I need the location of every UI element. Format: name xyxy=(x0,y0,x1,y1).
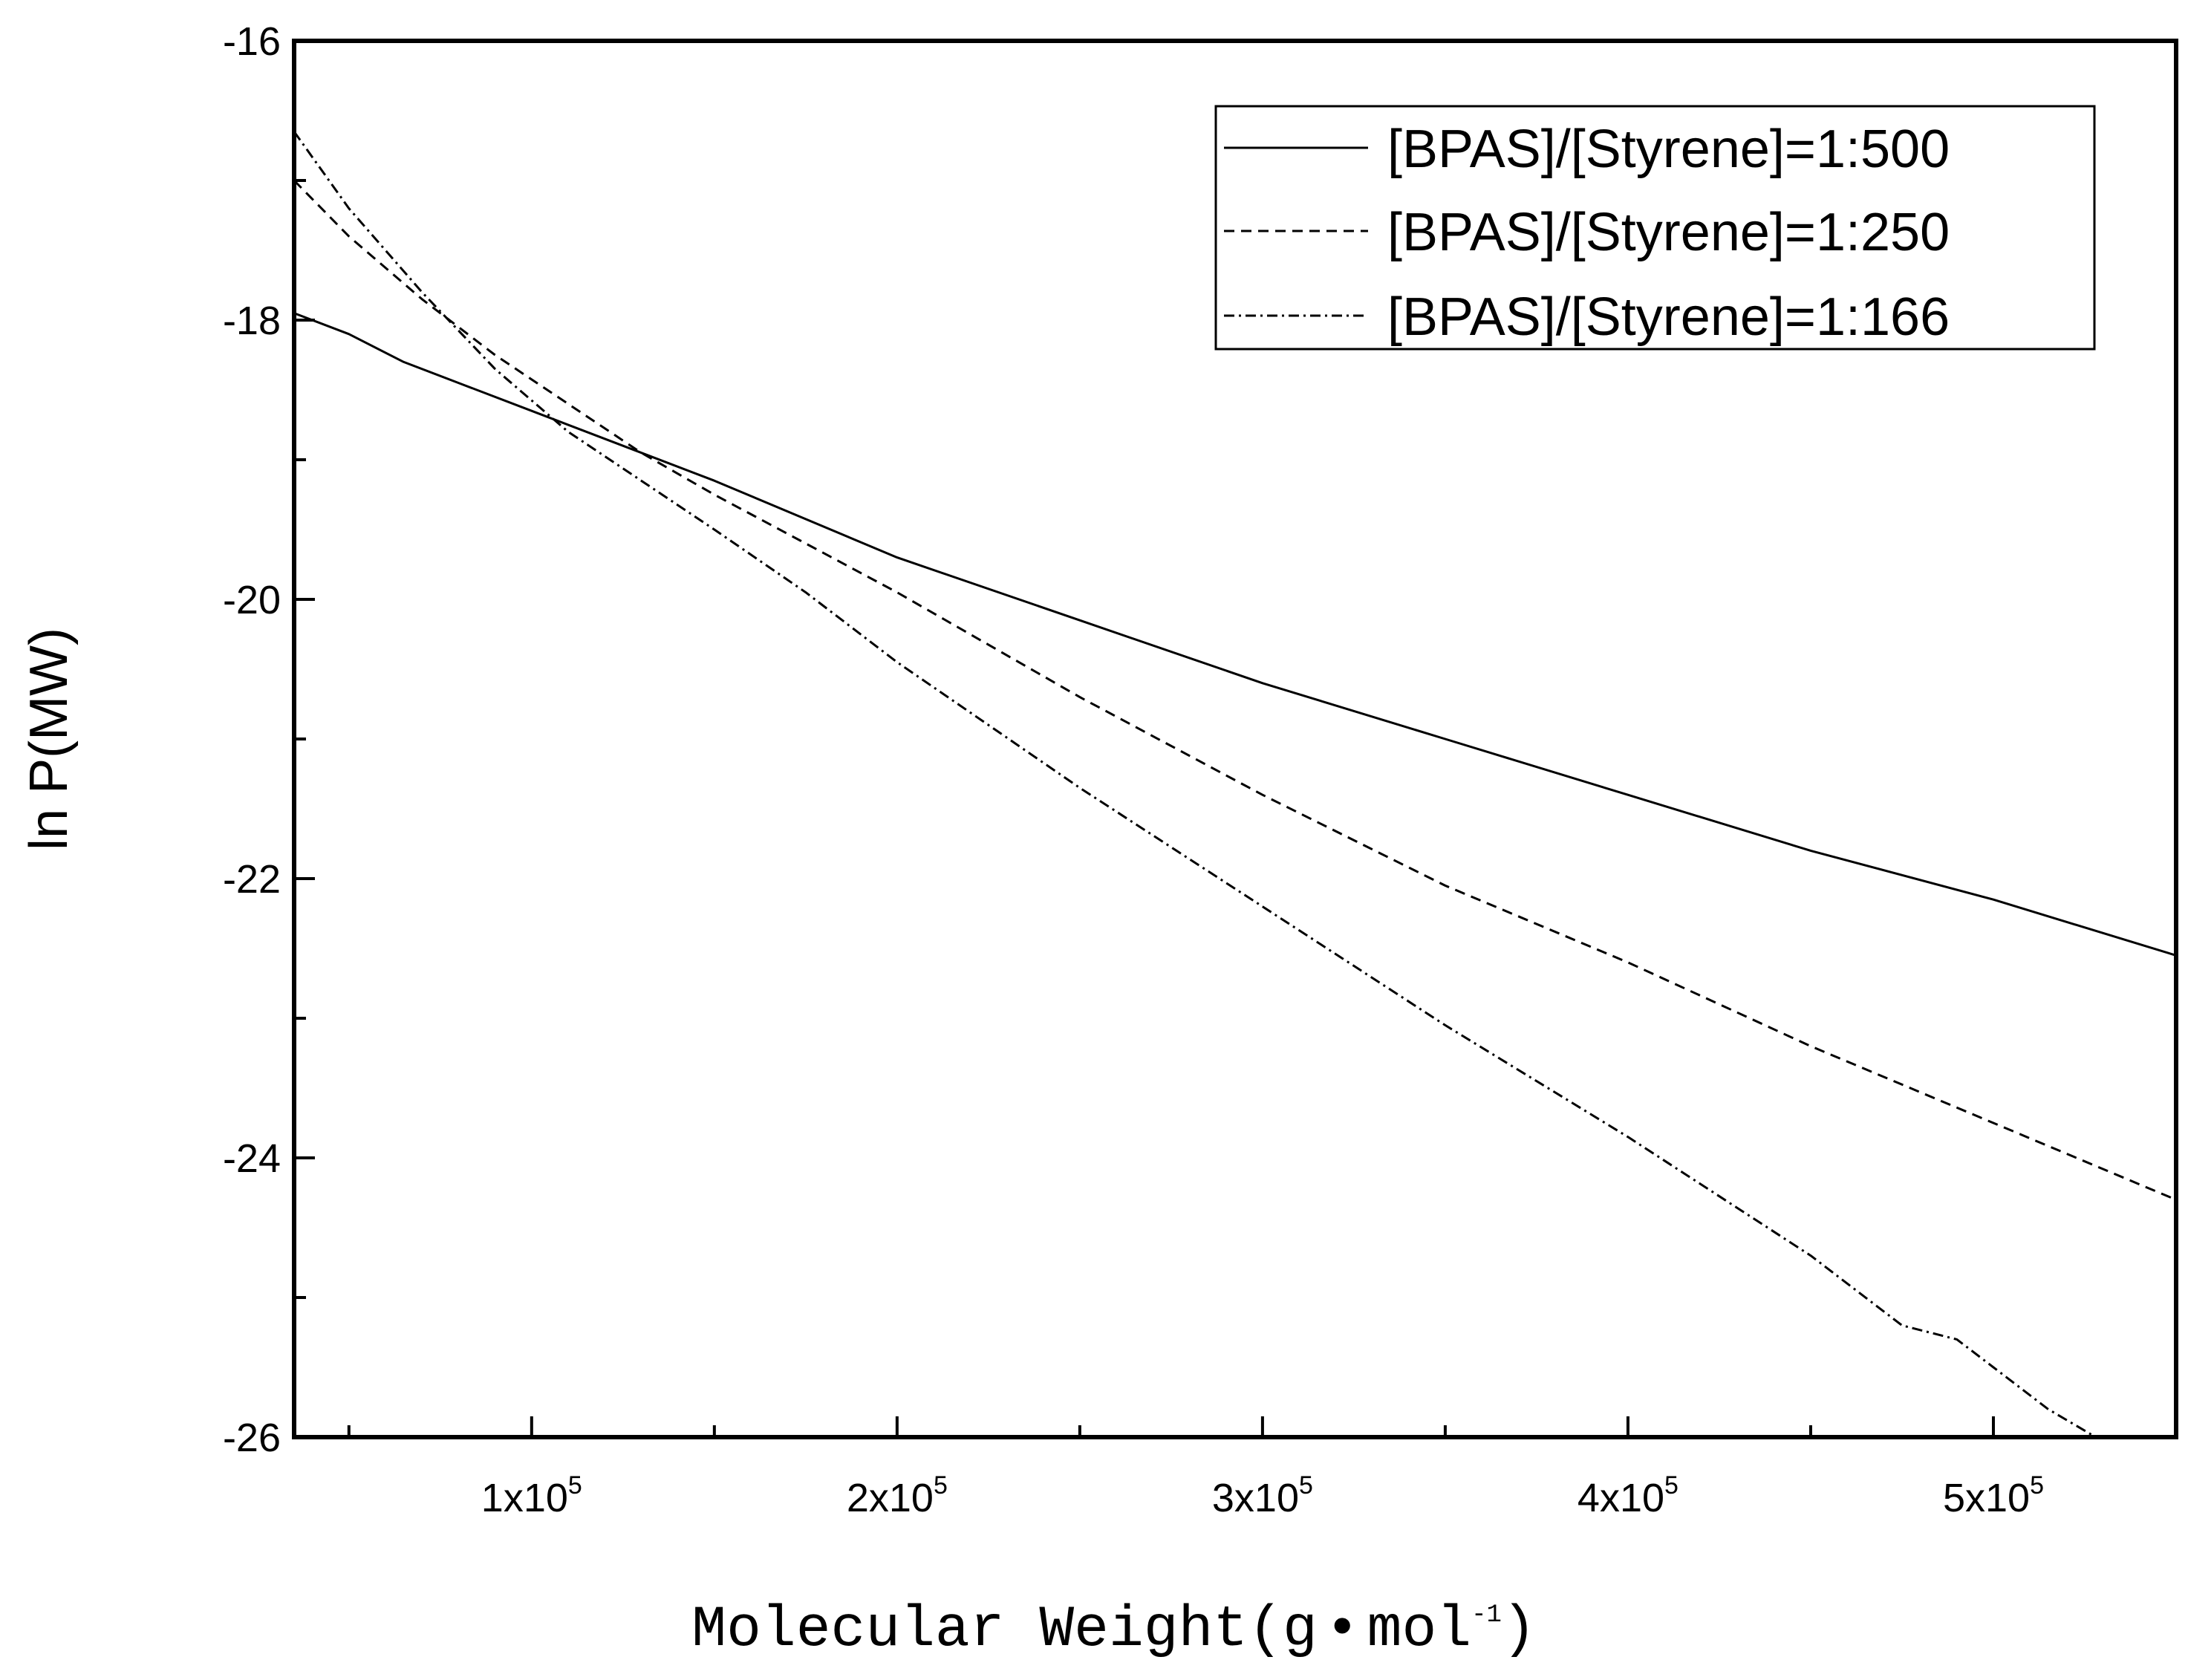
x-tick-label-exponent: 5 xyxy=(2030,1471,2044,1500)
x-tick-label: 2x105 xyxy=(847,1471,948,1520)
y-axis-label: ln P(MW) xyxy=(19,628,79,850)
legend-label-1-250: [BPAS]/[Styrene]=1:250 xyxy=(1387,203,1950,262)
x-axis-label-close: ) xyxy=(1502,1598,1537,1663)
series-layer xyxy=(294,131,2176,1437)
y-tick-label: -20 xyxy=(223,578,281,622)
x-tick-label-exponent: 5 xyxy=(568,1471,582,1500)
x-tick-label: 5x105 xyxy=(1943,1471,2044,1520)
legend-label-1-166: [BPAS]/[Styrene]=1:166 xyxy=(1387,287,1950,347)
x-tick-label: 1x105 xyxy=(481,1471,582,1520)
x-tick-label-exponent: 5 xyxy=(1664,1471,1679,1500)
y-tick-label: -24 xyxy=(223,1136,281,1181)
x-axis-label-dot: • xyxy=(1325,1598,1360,1663)
x-tick-label-base: 1x10 xyxy=(481,1476,568,1520)
x-tick-label-base: 3x10 xyxy=(1212,1476,1299,1520)
x-tick-label: 4x105 xyxy=(1577,1471,1679,1520)
x-tick-label-base: 4x10 xyxy=(1577,1476,1664,1520)
series-line-1 xyxy=(294,312,2176,957)
y-tick-label: -26 xyxy=(223,1416,281,1460)
y-tick-label: -22 xyxy=(223,857,281,902)
legend: [BPAS]/[Styrene]=1:500 [BPAS]/[Styrene]=… xyxy=(1214,105,2096,351)
x-tick-label: 3x105 xyxy=(1212,1471,1313,1520)
x-tick-label-base: 2x10 xyxy=(847,1476,934,1520)
x-tick-label-exponent: 5 xyxy=(1299,1471,1313,1500)
x-axis-label-main: Molecular Weight(g xyxy=(691,1598,1318,1663)
x-axis-label: Molecular Weight(g • mol-1) xyxy=(691,1598,1536,1663)
x-tick-label-base: 5x10 xyxy=(1943,1476,2030,1520)
x-axis-label-exponent: -1 xyxy=(1471,1601,1502,1629)
y-tick-label: -18 xyxy=(223,299,281,343)
x-tick-label-exponent: 5 xyxy=(934,1471,948,1500)
legend-label-1-500: [BPAS]/[Styrene]=1:500 xyxy=(1387,120,1950,179)
series-line-3 xyxy=(294,131,2097,1437)
plot-frame xyxy=(292,39,2178,1439)
x-axis-label-unit: mol xyxy=(1367,1598,1471,1663)
y-tick-label: -16 xyxy=(223,19,281,64)
